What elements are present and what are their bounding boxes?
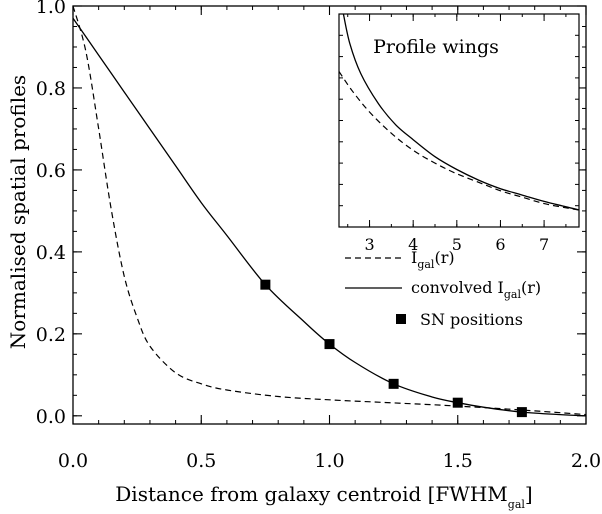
y-axis-title: Normalised spatial profiles (6, 75, 30, 349)
inset-x-tick-label: 7 (539, 235, 549, 254)
x-tick-label: 1.0 (314, 450, 344, 472)
sn-position-marker (324, 339, 335, 350)
legend-marker-swatch (396, 314, 406, 324)
inset-title: Profile wings (373, 36, 499, 58)
legend-label-igal: Igal(r) (411, 248, 455, 271)
x-axis-title: Distance from galaxy centroid [FWHMgal] (115, 482, 532, 511)
sn-position-marker (452, 397, 463, 408)
legend-label-convolved: convolved Igal(r) (411, 278, 541, 301)
sn-position-marker (260, 279, 271, 290)
inset-axis-ticks (339, 14, 579, 227)
x-tick-label: 2.0 (571, 450, 601, 472)
inset-frame (338, 13, 580, 228)
inset-x-tick-label: 6 (495, 235, 505, 254)
inset-x-tick-label: 5 (452, 235, 462, 254)
main-axis-tick-labels: 0.0 0.5 1.0 1.5 2.0 0.0 0.2 0.4 0.6 0.8 1.0 (36, 0, 601, 472)
x-tick-label: 1.5 (443, 450, 473, 472)
inset-x-tick-label: 3 (364, 235, 374, 254)
legend: Igal(r) convolved Igal(r) SN positions (345, 248, 541, 329)
y-tick-label: 0.0 (36, 406, 66, 428)
y-tick-label: 0.6 (36, 160, 66, 182)
sn-position-marker (388, 378, 399, 389)
sn-position-marker (516, 407, 527, 418)
x-tick-label: 0.5 (186, 450, 216, 472)
y-tick-label: 0.8 (36, 78, 66, 100)
series-igal-dashed-line (72, 5, 587, 416)
x-tick-label: 0.0 (58, 450, 88, 472)
sn-position-markers (260, 279, 527, 418)
y-tick-label: 1.0 (36, 0, 66, 18)
inset-axis-tick-labels: 3 4 5 6 7 (364, 235, 549, 254)
legend-label-sn-positions: SN positions (420, 310, 523, 329)
y-tick-label: 0.4 (36, 242, 66, 264)
inset-solid-line (342, 13, 580, 211)
series-convolved-igal-solid-line (72, 17, 587, 417)
inset-x-tick-label: 4 (408, 235, 418, 254)
y-tick-label: 0.2 (36, 324, 66, 346)
inset-dashed-line (338, 71, 580, 211)
